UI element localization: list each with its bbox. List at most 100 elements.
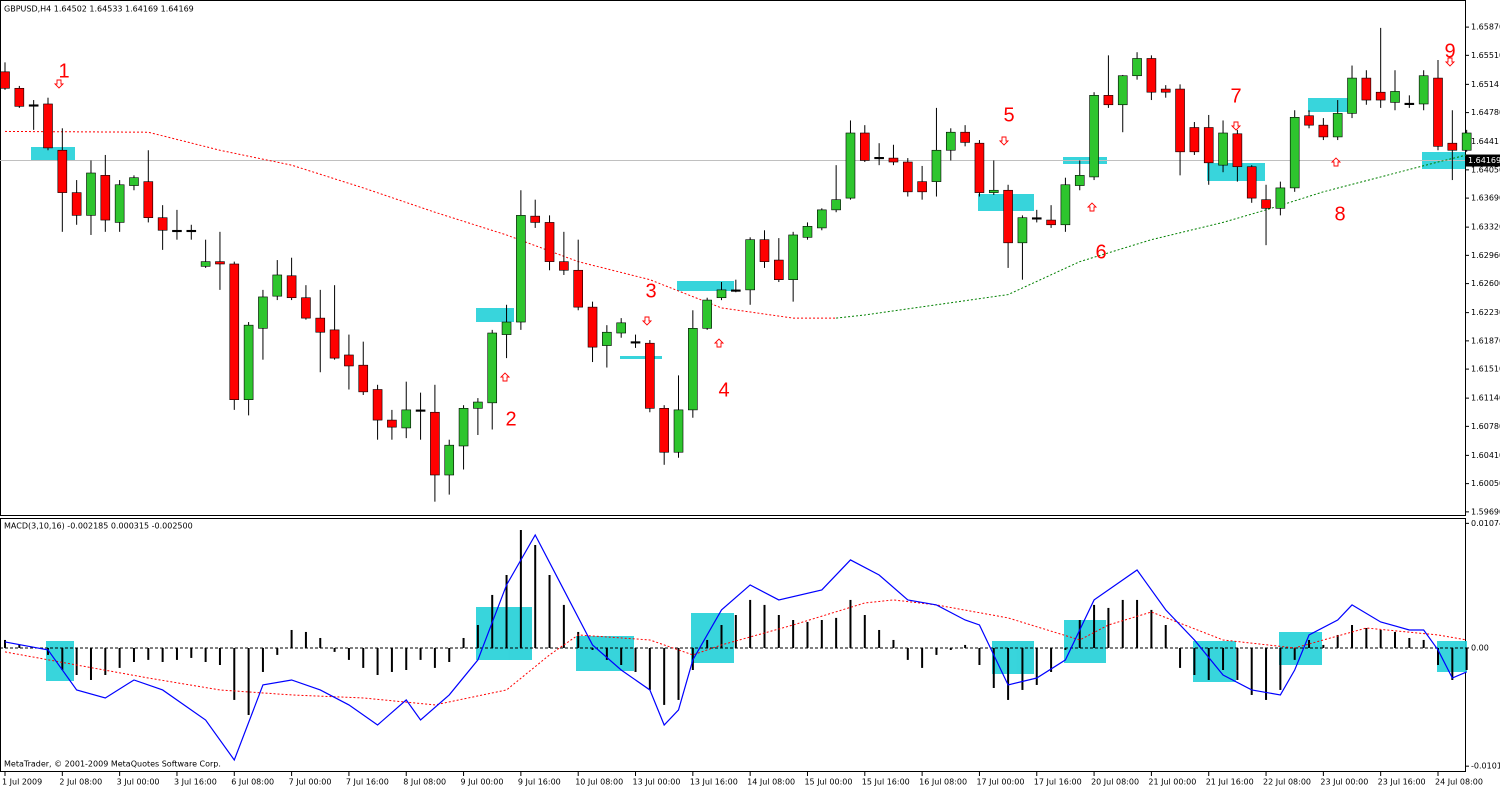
candle-body — [487, 332, 498, 404]
candle-body — [1361, 77, 1372, 101]
up-arrow — [1330, 157, 1342, 167]
candle-body — [516, 215, 526, 323]
y-tick-label: 1.65870 — [1471, 23, 1500, 32]
highlight-box — [31, 147, 75, 160]
x-tick-label: 13 Jul 16:00 — [690, 778, 738, 787]
x-tick-label: 20 Jul 08:00 — [1091, 778, 1139, 787]
candle-body — [100, 175, 111, 221]
candle-body — [1103, 95, 1114, 106]
candle-body — [157, 217, 168, 231]
y-tick-label: 0.00 — [1471, 643, 1489, 652]
up-arrow — [1086, 202, 1098, 212]
candle-body — [530, 215, 541, 223]
y-tick-label: 1.6441 — [1471, 137, 1499, 146]
highlight-box — [576, 636, 634, 671]
candle-body — [859, 132, 870, 161]
candle-body — [1232, 133, 1243, 168]
candle-body — [1146, 58, 1157, 93]
candle-body — [1031, 217, 1042, 220]
y-tick-label: 1.60050 — [1471, 479, 1500, 488]
highlight-box — [677, 281, 734, 291]
candle-body — [344, 354, 354, 367]
highlight-box — [46, 641, 74, 681]
x-tick-label: 21 Jul 16:00 — [1206, 778, 1254, 787]
candle-body — [215, 261, 225, 265]
main-panel — [0, 0, 1466, 516]
candle-body — [1046, 219, 1056, 226]
candle-body — [1203, 127, 1214, 164]
candle-body — [458, 408, 469, 447]
candle-body — [86, 172, 96, 216]
candle-body — [1289, 117, 1300, 189]
chart-title: GBPUSD,H4 1.64502 1.64533 1.64169 1.6416… — [4, 5, 194, 14]
candle-body — [788, 234, 798, 280]
up-arrow — [499, 372, 511, 382]
down-arrow — [641, 316, 653, 326]
down-arrow — [53, 79, 65, 89]
x-tick-label: 17 Jul 16:00 — [1034, 778, 1082, 787]
candle-body — [587, 306, 598, 348]
candle-body — [988, 189, 999, 193]
candle-body — [759, 239, 770, 262]
x-tick-label: 17 Jul 00:00 — [976, 778, 1024, 787]
candle-body — [1318, 124, 1329, 138]
candle-body — [14, 87, 25, 107]
candle-body — [415, 409, 426, 412]
x-tick-label: 1 Jul 2009 — [2, 778, 42, 787]
y-tick-label: 1.60780 — [1471, 422, 1500, 431]
candle-body — [817, 209, 827, 229]
footer: MetaTrader, © 2001-2009 MetaQuotes Softw… — [4, 760, 221, 769]
candle-body — [888, 157, 899, 163]
x-tick-label: 23 Jul 00:00 — [1320, 778, 1368, 787]
candle-body — [473, 401, 483, 409]
candle-body — [1074, 175, 1085, 186]
candle-body — [1447, 142, 1458, 151]
annotation: 4 — [718, 379, 729, 401]
candle-body — [1060, 184, 1071, 226]
candle-body — [974, 142, 985, 193]
candle-body — [1189, 127, 1200, 153]
x-tick-label: 6 Jul 08:00 — [231, 778, 274, 787]
y-tick-label: 1.62230 — [1471, 308, 1500, 317]
candle-body — [702, 299, 712, 329]
candle-body — [1160, 88, 1171, 93]
x-tick-label: 22 Jul 08:00 — [1263, 778, 1311, 787]
candle-body — [0, 71, 10, 89]
y-tick-label: 1.64780 — [1471, 108, 1500, 117]
indicator-line — [836, 154, 1467, 319]
candle-body — [1017, 217, 1028, 244]
candle-body — [688, 328, 698, 411]
y-tick-label: 1.63690 — [1471, 194, 1500, 203]
candle-body — [243, 324, 254, 400]
candle-body — [616, 322, 626, 334]
candle-body — [258, 296, 268, 329]
down-arrow — [998, 136, 1010, 146]
x-tick-label: 13 Jul 00:00 — [633, 778, 681, 787]
candle-body — [1089, 95, 1099, 178]
candle-body — [659, 408, 669, 453]
candle-body — [1132, 58, 1142, 77]
candle-body — [1246, 166, 1257, 199]
candle-body — [945, 131, 956, 151]
candle-body — [902, 161, 913, 193]
candle-body — [1433, 77, 1443, 147]
candle-body — [630, 341, 641, 344]
candle-body — [917, 181, 927, 193]
y-tick-label: 1.6514 — [1471, 80, 1499, 89]
macd-title: MACD(3,10,16) -0.002185 0.000315 -0.0025… — [4, 522, 193, 531]
x-tick-label: 9 Jul 00:00 — [461, 778, 504, 787]
candle-body — [645, 342, 655, 409]
highlight-box — [691, 613, 734, 663]
candle-body — [559, 261, 569, 271]
candle-body — [129, 177, 139, 186]
candle-body — [1275, 187, 1286, 209]
candle-body — [802, 226, 813, 238]
candle-body — [1375, 91, 1386, 101]
y-tick-label: 1.65510 — [1471, 51, 1500, 60]
highlight-box — [1308, 98, 1348, 112]
candle-body — [172, 229, 182, 233]
candle-body — [544, 222, 555, 262]
candle-body — [301, 297, 311, 319]
annotation: 3 — [645, 280, 656, 302]
candle-body — [874, 157, 884, 160]
